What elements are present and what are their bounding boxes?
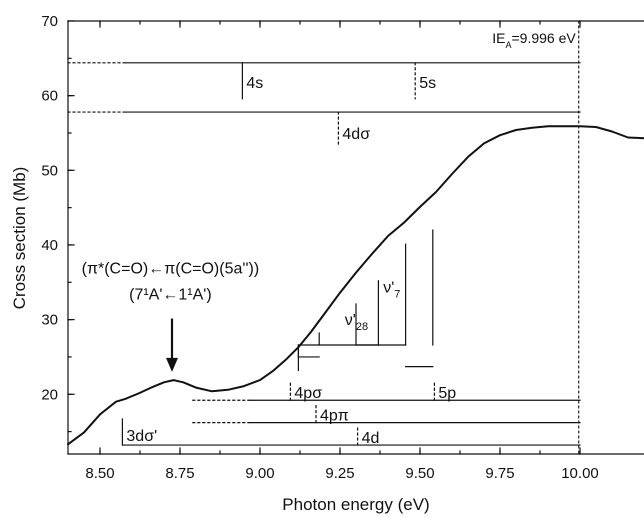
x-tick-label: 10.00 bbox=[561, 465, 599, 482]
x-tick-label: 9.00 bbox=[245, 465, 274, 482]
annotation-layer: IEA=9.996 eV 4s 5s 4dσ 4pσ 5p 4pπ 3dσ' 4d ν'28 ν'7… bbox=[82, 30, 577, 447]
transition-annotation-line1: (π*(C=O)←π(C=O)(5a'')) bbox=[82, 260, 260, 277]
rydberg-cap-label: 3dσ' bbox=[126, 428, 157, 445]
vibrational-label: ν'7 bbox=[383, 280, 400, 301]
vibrational-label: ν'28 bbox=[345, 312, 368, 333]
y-tick-label: 20 bbox=[41, 386, 58, 403]
x-tick-label: 9.25 bbox=[325, 465, 354, 482]
y-tick-label: 30 bbox=[41, 312, 58, 329]
rydberg-label: 4dσ bbox=[342, 126, 370, 143]
rydberg-label: 4pσ bbox=[294, 385, 322, 402]
x-tick-label: 8.50 bbox=[85, 465, 114, 482]
rydberg-label: 4pπ bbox=[320, 408, 349, 425]
y-axis-title: Cross section (Mb) bbox=[10, 167, 29, 310]
x-tick-label: 9.50 bbox=[405, 465, 434, 482]
y-tick-label: 70 bbox=[41, 13, 58, 30]
plot-layer bbox=[67, 20, 644, 455]
ionization-energy-label: IEA=9.996 eV bbox=[492, 30, 576, 50]
y-tick-label: 40 bbox=[41, 237, 58, 254]
rydberg-label: 4d bbox=[362, 430, 380, 447]
frame-layer bbox=[67, 20, 644, 455]
rydberg-label: 5s bbox=[419, 75, 436, 92]
x-tick-label: 8.75 bbox=[165, 465, 194, 482]
rydberg-label: 5p bbox=[438, 385, 456, 402]
rydberg-label: 4s bbox=[246, 75, 263, 92]
x-tick-label: 9.75 bbox=[485, 465, 514, 482]
spectrum-curve bbox=[67, 125, 644, 446]
transition-annotation-line2: (7¹A'←1¹A') bbox=[129, 286, 212, 303]
transition-arrow-head bbox=[166, 357, 178, 372]
y-tick-label: 60 bbox=[41, 88, 58, 105]
x-axis-title: Photon energy (eV) bbox=[282, 495, 429, 514]
axis-layer: 8.50 8.75 9.00 9.25 9.50 9.75 10.00 20 30 40 50 60 7… bbox=[10, 13, 599, 514]
y-tick-label: 50 bbox=[41, 162, 58, 179]
